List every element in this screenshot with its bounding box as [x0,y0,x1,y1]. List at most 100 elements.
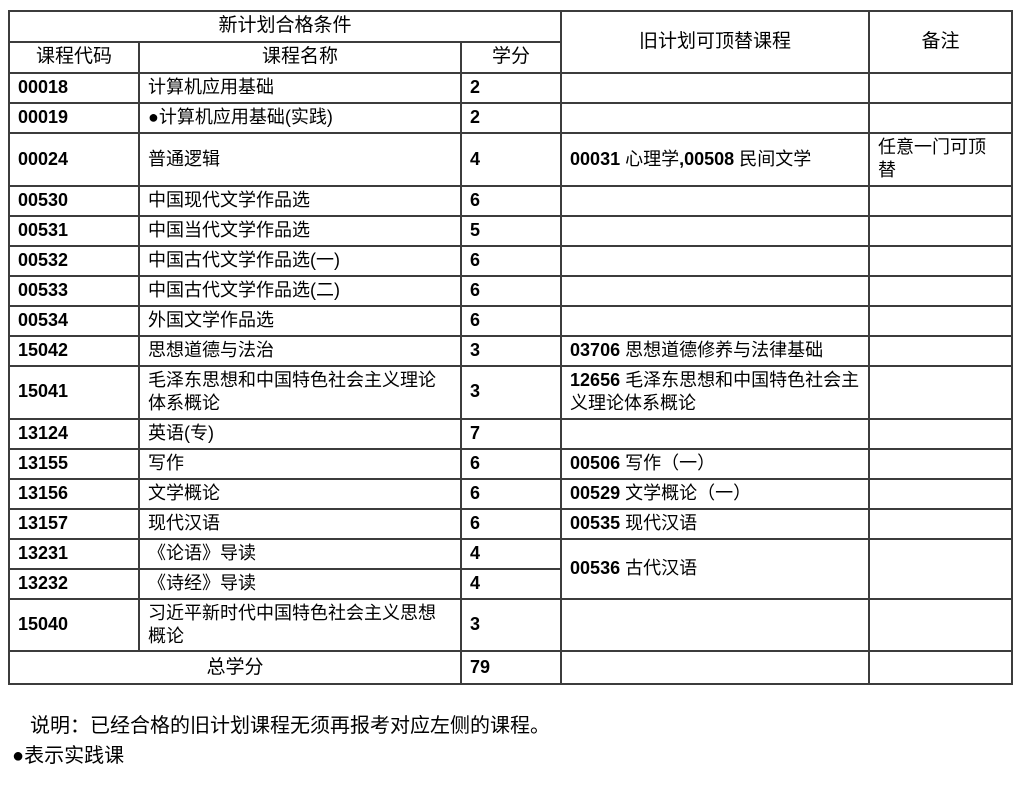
remark-cell [868,507,1014,540]
course-name-cell: 《论语》导读 [138,537,462,570]
course-name-cell: 中国当代文学作品选 [138,214,462,247]
course-code-cell: 15042 [8,334,140,367]
credits-cell: 4 [459,537,563,570]
old-plan-cell: 00506 写作（一） [560,447,871,480]
course-code-cell: 00532 [8,244,140,277]
note-explanation: 说明：已经合格的旧计划课程无须再报考对应左侧的课程。 [30,715,550,738]
course-name-cell: 文学概论 [138,477,462,510]
course-code-cell: 13155 [8,447,140,480]
header-old-plan: 旧计划可顶替课程 [560,10,871,74]
remark-cell [868,597,1014,653]
old-plan-cell [560,304,871,337]
course-name-cell: 《诗经》导读 [138,567,462,600]
note-practice-legend: ●表示实践课 [12,745,125,768]
old-plan-cell [560,244,871,277]
credits-cell: 3 [459,334,563,367]
course-name-cell: 写作 [138,447,462,480]
course-row-00024: 00024 普通逻辑 4 00031 心理学,00508 民间文学 任意一门可顶替 [8,132,1014,187]
header-row-1: 新计划合格条件 旧计划可顶替课程 备注 [7,10,1014,74]
course-code-cell: 13156 [8,477,140,510]
course-code-cell: 00531 [8,214,140,247]
course-name-cell: 习近平新时代中国特色社会主义思想概论 [138,597,462,653]
header-new-plan: 新计划合格条件 [7,10,563,43]
course-code-cell: 00530 [8,184,140,217]
course-row-13232: 13232 《诗经》导读 4 [8,567,1012,600]
course-row-00530: 00530 中国现代文学作品选 6 [8,184,1014,217]
credits-cell: 6 [459,184,563,217]
course-replacement-table: 新计划合格条件 旧计划可顶替课程 备注 课程代码 课程名称 学分 00018 计算… [7,10,1014,686]
old-plan-cell: 00529 文学概论（一） [560,477,871,510]
course-code-cell: 00018 [8,72,140,104]
course-name-cell: 中国古代文学作品选(二) [138,274,462,307]
header-row-2: 课程代码 课程名称 学分 [8,41,1012,74]
remark-cell [868,102,1014,134]
course-name-cell: 外国文学作品选 [138,304,462,337]
old-plan-cell [560,417,871,450]
remark-cell [868,650,1014,686]
course-row-15042: 15042 思想道德与法治 3 03706 思想道德修养与法律基础 [8,334,1014,367]
course-row-13155: 13155 写作 6 00506 写作（一） [8,447,1014,480]
course-row-13157: 13157 现代汉语 6 00535 现代汉语 [8,507,1014,540]
course-row-13231: 13231 《论语》导读 4 00536 古代汉语 [8,537,1014,600]
course-row-13124: 13124 英语(专) 7 [8,417,1014,450]
old-plan-cell: 00536 古代汉语 [560,537,871,600]
old-plan-cell [560,214,871,247]
course-code-cell: 00019 [8,102,140,134]
footer-notes: 说明：已经合格的旧计划课程无须再报考对应左侧的课程。 ●表示实践课 [12,711,1022,771]
credits-cell: 6 [459,477,563,510]
header-course-name: 课程名称 [138,41,462,74]
old-plan-cell: 03706 思想道德修养与法律基础 [560,334,871,367]
course-row-00019: 00019 ●计算机应用基础(实践) 2 [8,102,1014,134]
remark-cell [868,417,1014,450]
old-plan-cell [560,650,871,686]
course-name-cell: 英语(专) [138,417,462,450]
remark-cell [868,184,1014,217]
table-body: 00018 计算机应用基础 2 00019 ●计算机应用基础(实践) 2 00024 普通逻辑… [8,72,1014,686]
remark-cell [868,364,1014,420]
course-code-cell: 00024 [8,132,140,187]
credits-cell: 4 [459,567,563,600]
course-row-00534: 00534 外国文学作品选 6 [8,304,1014,337]
header-credits: 学分 [459,41,563,74]
remark-cell [868,477,1014,510]
credits-cell: 5 [459,214,563,247]
total-credits-cell: 79 [459,650,563,686]
credits-cell: 6 [459,274,563,307]
course-code-cell: 13232 [8,567,140,600]
old-plan-cell [560,72,871,104]
course-code-cell: 15041 [8,364,140,420]
course-code-cell: 00534 [8,304,140,337]
remark-cell [868,214,1014,247]
remark-cell [868,447,1014,480]
course-row-00533: 00533 中国古代文学作品选(二) 6 [8,274,1014,307]
remark-cell [868,334,1014,367]
course-name-cell: ●计算机应用基础(实践) [138,102,462,134]
course-name-cell: 普通逻辑 [138,132,462,187]
course-code-cell: 13231 [8,537,140,570]
old-plan-cell: 00031 心理学,00508 民间文学 [560,132,871,187]
course-row-00018: 00018 计算机应用基础 2 [8,72,1014,104]
credits-cell: 3 [459,364,563,420]
course-code-cell: 15040 [8,597,140,653]
header-remark: 备注 [868,10,1014,74]
credits-cell: 2 [459,72,563,104]
credits-cell: 4 [459,132,563,187]
credits-cell: 6 [459,304,563,337]
credits-cell: 6 [459,447,563,480]
course-row-15041: 15041 毛泽东思想和中国特色社会主义理论体系概论 3 12656 毛泽东思想和中国… [8,364,1014,420]
old-plan-cell [560,102,871,134]
course-name-cell: 思想道德与法治 [138,334,462,367]
total-credits-row: 总学分 79 [8,650,1014,686]
course-row-00531: 00531 中国当代文学作品选 5 [8,214,1014,247]
course-name-cell: 中国古代文学作品选(一) [138,244,462,277]
remark-cell: 任意一门可顶替 [868,132,1014,187]
course-row-15040: 15040 习近平新时代中国特色社会主义思想概论 3 [8,597,1014,653]
header-course-code: 课程代码 [8,41,140,74]
old-plan-cell [560,184,871,217]
course-row-13156: 13156 文学概论 6 00529 文学概论（一） [8,477,1014,510]
old-plan-cell: 12656 毛泽东思想和中国特色社会主义理论体系概论 [560,364,871,420]
remark-cell [868,537,1014,600]
credits-cell: 7 [459,417,563,450]
course-code-cell: 13157 [8,507,140,540]
